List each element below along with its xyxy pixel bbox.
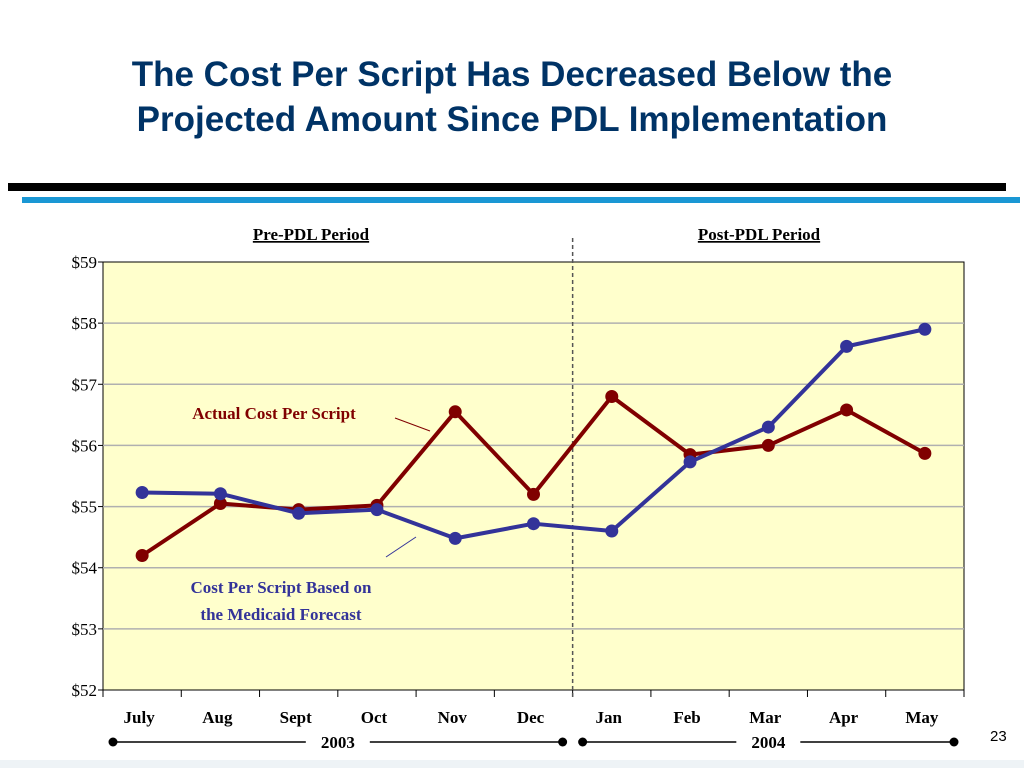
x-label-nov: Nov bbox=[438, 708, 468, 727]
series-group bbox=[135, 322, 932, 562]
x-label-jan: Jan bbox=[596, 708, 623, 727]
y-tick-label: $54 bbox=[72, 559, 98, 578]
title-line-2: Projected Amount Since PDL Implementatio… bbox=[136, 100, 888, 139]
year-labels: 2003 2004 bbox=[108, 733, 959, 752]
title-rule-black bbox=[8, 183, 1006, 191]
actual-series-label: Actual Cost Per Script bbox=[192, 404, 356, 423]
series-0-point-july bbox=[135, 548, 149, 562]
x-axis-labels: July Aug Sept Oct Nov Dec Jan Feb Mar Apr May bbox=[124, 708, 939, 727]
post-pdl-period-label: Post-PDL Period bbox=[698, 225, 821, 244]
year-bracket-dot bbox=[558, 737, 568, 747]
plot-area bbox=[102, 261, 965, 691]
year-bracket-dot bbox=[949, 737, 959, 747]
page-number: 23 bbox=[990, 728, 1007, 745]
series-0-point-apr bbox=[840, 403, 854, 417]
series-0-point-jan bbox=[605, 390, 619, 404]
y-tick-label: $55 bbox=[72, 498, 98, 517]
y-axis-ticks: $52 $53 $54 $55 $56 $57 $58 $59 bbox=[72, 253, 103, 700]
x-axis-ticks bbox=[102, 690, 965, 697]
x-label-mar: Mar bbox=[749, 708, 782, 727]
series-1-point-sept bbox=[292, 506, 306, 520]
slide-title: The Cost Per Script Has Decreased Below … bbox=[0, 52, 1024, 142]
x-label-aug: Aug bbox=[202, 708, 233, 727]
series-0-point-nov bbox=[448, 405, 462, 419]
actual-label-leader bbox=[394, 417, 431, 432]
y-tick-label: $56 bbox=[72, 436, 98, 455]
series-1-point-mar bbox=[761, 420, 775, 434]
forecast-label-leader bbox=[385, 536, 417, 558]
x-label-dec: Dec bbox=[517, 708, 545, 727]
footer-strip bbox=[0, 760, 1024, 768]
y-tick-label: $58 bbox=[72, 314, 98, 333]
series-1-point-aug bbox=[213, 487, 227, 501]
x-label-apr: Apr bbox=[829, 708, 859, 727]
forecast-series-label-line-2: the Medicaid Forecast bbox=[200, 605, 361, 624]
series-1-point-jan bbox=[605, 524, 619, 538]
series-0-point-may bbox=[918, 446, 932, 460]
year-label-2003: 2003 bbox=[321, 733, 355, 752]
pre-pdl-period-label: Pre-PDL Period bbox=[253, 225, 370, 244]
x-label-july: July bbox=[124, 708, 156, 727]
year-label-2004: 2004 bbox=[751, 733, 786, 752]
year-bracket-dot bbox=[108, 737, 118, 747]
x-label-sept: Sept bbox=[280, 708, 312, 727]
forecast-series-label-line-1: Cost Per Script Based on bbox=[190, 578, 372, 597]
series-1-point-dec bbox=[527, 517, 540, 531]
title-rule-blue bbox=[22, 197, 1020, 203]
series-1-point-feb bbox=[683, 455, 697, 469]
series-1-point-nov bbox=[448, 531, 462, 545]
x-label-oct: Oct bbox=[361, 708, 388, 727]
x-label-feb: Feb bbox=[673, 708, 700, 727]
x-label-may: May bbox=[905, 708, 939, 727]
y-tick-label: $57 bbox=[72, 375, 98, 394]
series-0-point-mar bbox=[761, 438, 775, 452]
y-tick-label: $52 bbox=[72, 681, 98, 700]
series-1-point-may bbox=[918, 322, 932, 336]
series-1-point-apr bbox=[840, 339, 854, 353]
series-1-point-july bbox=[135, 486, 149, 500]
series-0-point-aug bbox=[213, 497, 227, 511]
y-tick-label: $53 bbox=[72, 620, 98, 639]
series-0-point-dec bbox=[527, 487, 540, 501]
title-line-1: The Cost Per Script Has Decreased Below … bbox=[131, 55, 893, 94]
year-bracket-dot bbox=[578, 737, 588, 747]
series-1-point-oct bbox=[370, 503, 384, 517]
y-tick-label: $59 bbox=[72, 253, 98, 272]
